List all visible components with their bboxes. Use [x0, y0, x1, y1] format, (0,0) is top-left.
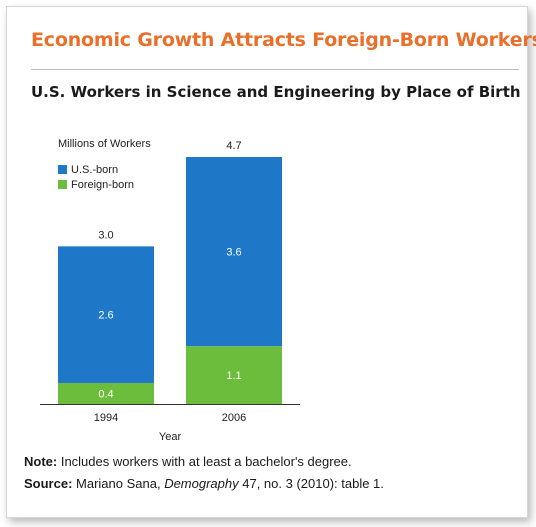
source-author: Mariano Sana,: [72, 476, 165, 491]
legend-label-foreign-born: Foreign-born: [71, 178, 134, 191]
legend-swatch-us-born: [58, 165, 67, 174]
bar-us-born-2006: [186, 157, 282, 347]
x-tick-label-2006: 2006: [222, 412, 246, 424]
data-label-foreign-born-2006: 1.1: [226, 370, 241, 382]
bar-foreign-born-1994: [58, 382, 154, 404]
source-journal: Demography: [164, 476, 239, 491]
total-label-2006: 4.7: [226, 140, 241, 152]
data-label-foreign-born-1994: 0.4: [98, 388, 113, 400]
data-label-us-born-2006: 3.6: [226, 247, 241, 259]
data-label-us-born-1994: 2.6: [98, 310, 113, 322]
legend-swatch-foreign-born: [58, 180, 67, 189]
divider: [31, 69, 519, 70]
note-text: Includes workers with at least a bachelo…: [57, 454, 352, 469]
y-axis-title: Millions of Workers: [58, 138, 151, 150]
legend-label-us-born: U.S.-born: [71, 163, 119, 176]
headline: Economic Growth Attracts Foreign-Born Wo…: [31, 29, 536, 51]
note-label: Note:: [24, 454, 58, 469]
source-line: Source: Mariano Sana, Demography 47, no.…: [24, 476, 384, 491]
x-tick-label-1994: 1994: [94, 412, 118, 424]
legend-item-us-born: U.S.-born: [58, 162, 134, 177]
bar-foreign-born-2006: [186, 346, 282, 404]
source-label: Source:: [24, 476, 73, 491]
footnote: Note: Includes workers with at least a b…: [24, 454, 352, 469]
chart-title: U.S. Workers in Science and Engineering …: [31, 83, 521, 101]
legend-item-foreign-born: Foreign-born: [58, 177, 134, 192]
legend: U.S.-born Foreign-born: [58, 162, 134, 192]
total-label-1994: 3.0: [98, 229, 113, 241]
x-axis-title: Year: [159, 431, 182, 443]
bar-us-born-1994: [58, 246, 154, 383]
source-rest: 47, no. 3 (2010): table 1.: [238, 476, 384, 491]
